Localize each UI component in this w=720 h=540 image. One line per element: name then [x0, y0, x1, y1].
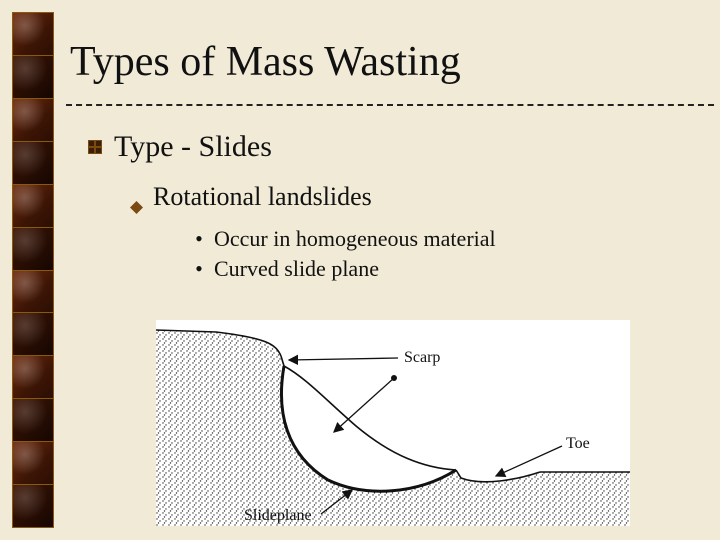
diagram-label-scarp: Scarp: [404, 349, 440, 366]
slide-title: Types of Mass Wasting: [70, 38, 696, 86]
slide-content: Types of Mass Wasting Type - Slides Rota…: [70, 38, 696, 283]
landslide-diagram: Scarp Toe Slideplane: [156, 320, 630, 526]
decorative-side-bar: [12, 12, 54, 528]
bullet-level-1: Type - Slides: [88, 130, 696, 164]
dot-bullet-icon: •: [194, 254, 204, 284]
point-text: Occur in homogeneous material: [214, 224, 496, 254]
side-cell: [12, 141, 54, 184]
side-cell: [12, 441, 54, 484]
level1-text: Type - Slides: [114, 130, 272, 164]
side-cell: [12, 270, 54, 313]
diagram-label-toe: Toe: [566, 435, 590, 452]
bullet-level-2: Rotational landslides: [130, 182, 696, 212]
side-cell: [12, 12, 54, 55]
bullet-level-3: • Occur in homogeneous material: [194, 224, 696, 254]
diamond-bullet-icon: [130, 191, 143, 204]
side-cell: [12, 312, 54, 355]
bullet-level-3-group: • Occur in homogeneous material • Curved…: [194, 224, 696, 283]
diagram-label-slideplane: Slideplane: [244, 507, 312, 524]
title-divider: [66, 104, 714, 106]
side-cell: [12, 355, 54, 398]
point-text: Curved slide plane: [214, 254, 379, 284]
side-cell: [12, 227, 54, 270]
level2-text: Rotational landslides: [153, 182, 372, 212]
side-cell: [12, 55, 54, 98]
side-cell: [12, 184, 54, 227]
dot-bullet-icon: •: [194, 224, 204, 254]
bullet-level-3: • Curved slide plane: [194, 254, 696, 284]
side-cell: [12, 98, 54, 141]
side-cell: [12, 398, 54, 441]
square-bullet-icon: [88, 140, 102, 154]
side-cell: [12, 484, 54, 528]
